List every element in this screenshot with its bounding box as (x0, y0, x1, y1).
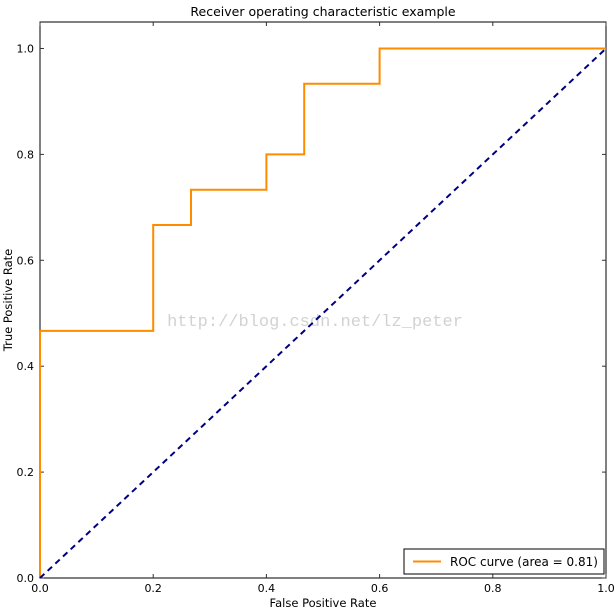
y-tick-label: 0.8 (17, 148, 35, 161)
legend-frame (403, 548, 605, 575)
y-tick-label: 0.6 (17, 254, 35, 267)
chart-title: Receiver operating characteristic exampl… (190, 4, 456, 19)
y-tick-label: 0.2 (17, 466, 35, 479)
x-tick-label: 0.4 (258, 582, 276, 595)
legend-label: ROC curve (area = 0.81) (450, 555, 598, 569)
chance-diagonal (39, 47, 607, 579)
x-tick-label: 0.0 (31, 582, 49, 595)
x-tick-label: 1.0 (597, 582, 615, 595)
plot-series (39, 47, 607, 579)
plot-frame (39, 21, 607, 579)
x-tick-label: 0.6 (371, 582, 389, 595)
axis-ticks: 0.0 0.2 0.4 0.6 0.8 1.0 0.0 0.2 0.4 0.6 0.8 1.0 (17, 22, 615, 595)
y-tick-label: 0.0 (17, 572, 35, 585)
x-axis-label: False Positive Rate (270, 596, 377, 610)
x-tick-label: 0.8 (484, 582, 502, 595)
watermark-text: http://blog.csdn.net/lz_peter (167, 313, 463, 332)
y-tick-label: 1.0 (17, 42, 35, 55)
y-axis-label: True Positive Rate (1, 249, 15, 352)
legend-box: ROC curve (area = 0.81) (403, 548, 605, 575)
roc-curve (39, 47, 606, 578)
y-tick-label: 0.4 (17, 360, 35, 373)
x-tick-label: 0.2 (144, 582, 162, 595)
